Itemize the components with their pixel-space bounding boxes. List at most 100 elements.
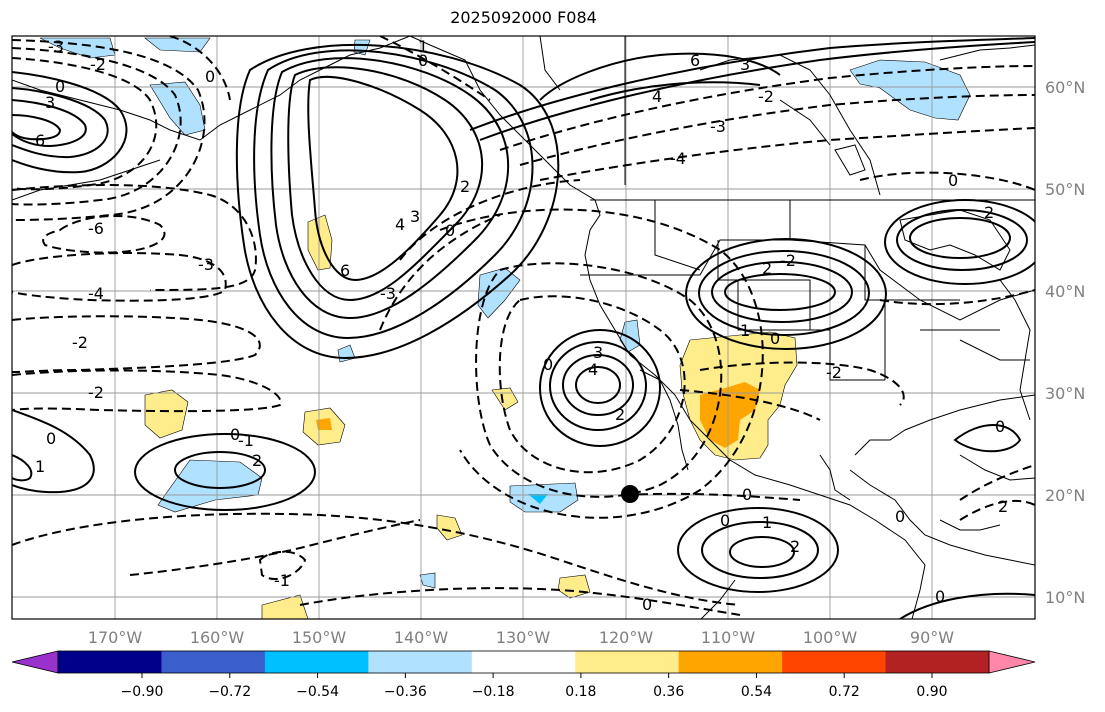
- contour-n-7: [589, 81, 761, 101]
- map-title: 2025092000 F084: [450, 8, 597, 27]
- contour-n-2: [469, 37, 1035, 131]
- colorbar-extend-low: [11, 650, 59, 674]
- contour-n-1: [479, 41, 1035, 141]
- svg-text:2: 2: [762, 259, 772, 278]
- svg-text:4: 4: [588, 360, 598, 379]
- svg-text:10°N: 10°N: [1045, 588, 1085, 607]
- svg-text:0: 0: [642, 595, 652, 614]
- contour-us-3: [698, 250, 870, 336]
- contour-pac-s1: [12, 409, 95, 494]
- svg-text:1: 1: [740, 321, 750, 340]
- yellow-patch-4: [491, 387, 519, 411]
- svg-text:40°N: 40°N: [1045, 282, 1085, 301]
- colorbar-bin: [678, 651, 783, 673]
- contour-labels: -3 -2 0 3 6 0 -6 -4 -3 -2 -2 4 3 2 0 6 -…: [35, 37, 1008, 614]
- svg-text:2: 2: [984, 203, 994, 222]
- colorbar-bin: [264, 651, 369, 673]
- colorbar-tick-label: −0.72: [208, 684, 251, 700]
- colorbar-tick-label: 0.54: [741, 684, 772, 700]
- svg-text:0: 0: [720, 511, 730, 530]
- contour-us-4: [685, 238, 887, 350]
- contour-pac-d5: [12, 184, 257, 291]
- svg-text:0: 0: [995, 417, 1005, 436]
- contour-mid-4: [253, 49, 534, 340]
- orange-core-5: [700, 382, 760, 448]
- svg-text:150°W: 150°W: [292, 628, 347, 647]
- contour-mid-5: [235, 43, 560, 360]
- svg-text:-2: -2: [758, 87, 774, 106]
- blue-patch-9: [419, 572, 436, 589]
- contour-ak-4: [12, 114, 62, 141]
- contour-ca-d1: [498, 295, 686, 474]
- svg-text:100°W: 100°W: [803, 628, 858, 647]
- contour-pac-s2: [12, 454, 33, 482]
- svg-text:4: 4: [652, 87, 662, 106]
- contour-ca-d2: [475, 262, 723, 498]
- contour-ca-2: [562, 354, 634, 416]
- svg-text:0: 0: [205, 67, 215, 86]
- svg-text:-2: -2: [72, 333, 88, 352]
- colorbar-tick-label: −0.90: [121, 684, 164, 700]
- map-frame: [11, 35, 1036, 620]
- svg-text:-2: -2: [88, 383, 104, 402]
- svg-text:0: 0: [770, 329, 780, 348]
- blue-core-8: [528, 494, 548, 504]
- svg-text:170°W: 170°W: [88, 628, 143, 647]
- svg-text:110°W: 110°W: [701, 628, 756, 647]
- contour-us-1: [724, 273, 836, 311]
- colorbar-tick-label: −0.18: [472, 684, 515, 700]
- colorbar-frame: [57, 650, 990, 674]
- contour-pac-d4: [12, 369, 282, 413]
- colorbar-bin: [782, 651, 887, 673]
- yellow-patch-8: [261, 594, 309, 619]
- svg-text:90°W: 90°W: [910, 628, 954, 647]
- colorbar-tick-label: −0.54: [296, 684, 339, 700]
- colorbar-tick-label: 0.72: [829, 684, 860, 700]
- contour-ca-1: [575, 366, 621, 404]
- contour-us-2: [711, 261, 853, 323]
- colorbar-bin: [885, 651, 990, 673]
- contour-ak-3: [12, 99, 87, 148]
- svg-text:6: 6: [690, 51, 700, 70]
- contour-hi-d2: [258, 550, 307, 580]
- svg-text:120°W: 120°W: [599, 628, 654, 647]
- svg-text:-3: -3: [710, 117, 726, 136]
- contour-hi-2: [134, 433, 316, 511]
- svg-text:160°W: 160°W: [190, 628, 245, 647]
- svg-text:-3: -3: [380, 284, 396, 303]
- contour-n-3: [499, 65, 1035, 151]
- contour-n-6: [539, 52, 781, 101]
- contour-ak-d2: [12, 47, 182, 206]
- svg-text:1: 1: [762, 513, 772, 532]
- contour-so-s4: [899, 592, 1035, 619]
- svg-text:3: 3: [45, 93, 55, 112]
- svg-text:30°N: 30°N: [1045, 384, 1085, 403]
- colorbar-tick-label: 0.36: [653, 684, 684, 700]
- svg-text:0: 0: [543, 355, 553, 374]
- svg-text:0: 0: [742, 485, 752, 504]
- svg-text:3: 3: [740, 55, 750, 74]
- contour-so-2: [701, 521, 819, 579]
- svg-text:-2: -2: [826, 363, 842, 382]
- svg-text:2: 2: [615, 405, 625, 424]
- svg-text:-4: -4: [88, 284, 104, 303]
- contour-ca-d3: [439, 208, 764, 519]
- yellow-patch-2: [144, 389, 189, 439]
- contours: [12, 36, 1035, 619]
- contour-ak-2: [12, 87, 109, 159]
- contour-so-1: [729, 536, 795, 568]
- svg-text:0: 0: [230, 425, 240, 444]
- contour-hi-1: [174, 451, 266, 489]
- svg-text:3: 3: [410, 207, 420, 226]
- coastlines: [12, 36, 1035, 619]
- colorbar-bin: [368, 651, 473, 673]
- svg-text:2: 2: [252, 451, 262, 470]
- blue-patch-6: [619, 319, 641, 353]
- colorbar-bin: [575, 651, 680, 673]
- contour-ak-1: [12, 71, 128, 174]
- svg-text:-6: -6: [88, 219, 104, 238]
- lon-labels: 170°W 160°W 150°W 140°W 130°W 120°W 110°…: [88, 628, 954, 647]
- svg-text:1: 1: [35, 457, 45, 476]
- contour-ca-4: [539, 329, 661, 447]
